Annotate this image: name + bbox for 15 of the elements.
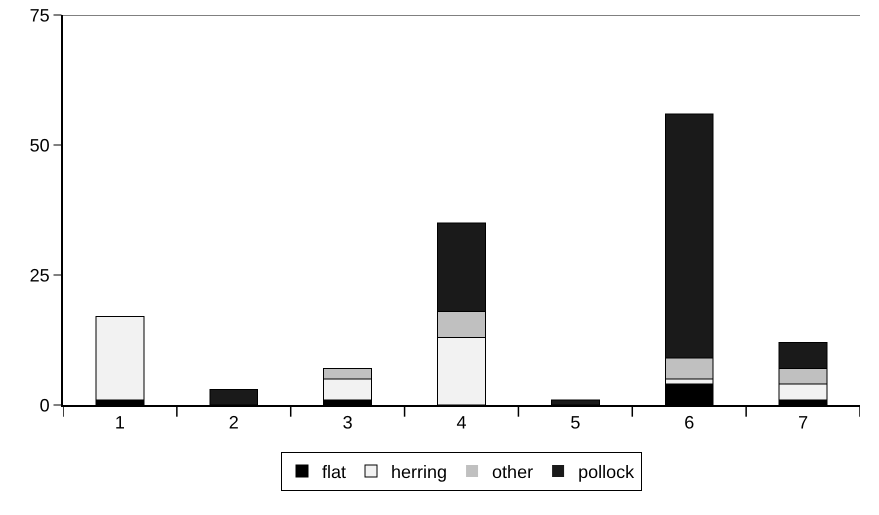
x-tick-label: 5 <box>570 412 580 432</box>
y-tick-label: 25 <box>30 265 50 286</box>
legend-label: pollock <box>578 462 636 482</box>
x-tick-label: 1 <box>114 412 125 432</box>
y-tick-label: 50 <box>30 135 50 156</box>
y-tick-label: 0 <box>40 395 50 416</box>
y-tick-label: 75 <box>30 5 50 26</box>
legend-label: other <box>492 462 534 482</box>
x-tick-label: 3 <box>342 412 353 432</box>
x-tick-label: 2 <box>228 412 239 432</box>
x-tick-label: 6 <box>684 412 694 432</box>
x-tick-label: 4 <box>456 412 467 432</box>
x-tick-label: 7 <box>798 412 808 432</box>
legend-label: herring <box>391 462 448 482</box>
legend-label: flat <box>322 462 346 482</box>
